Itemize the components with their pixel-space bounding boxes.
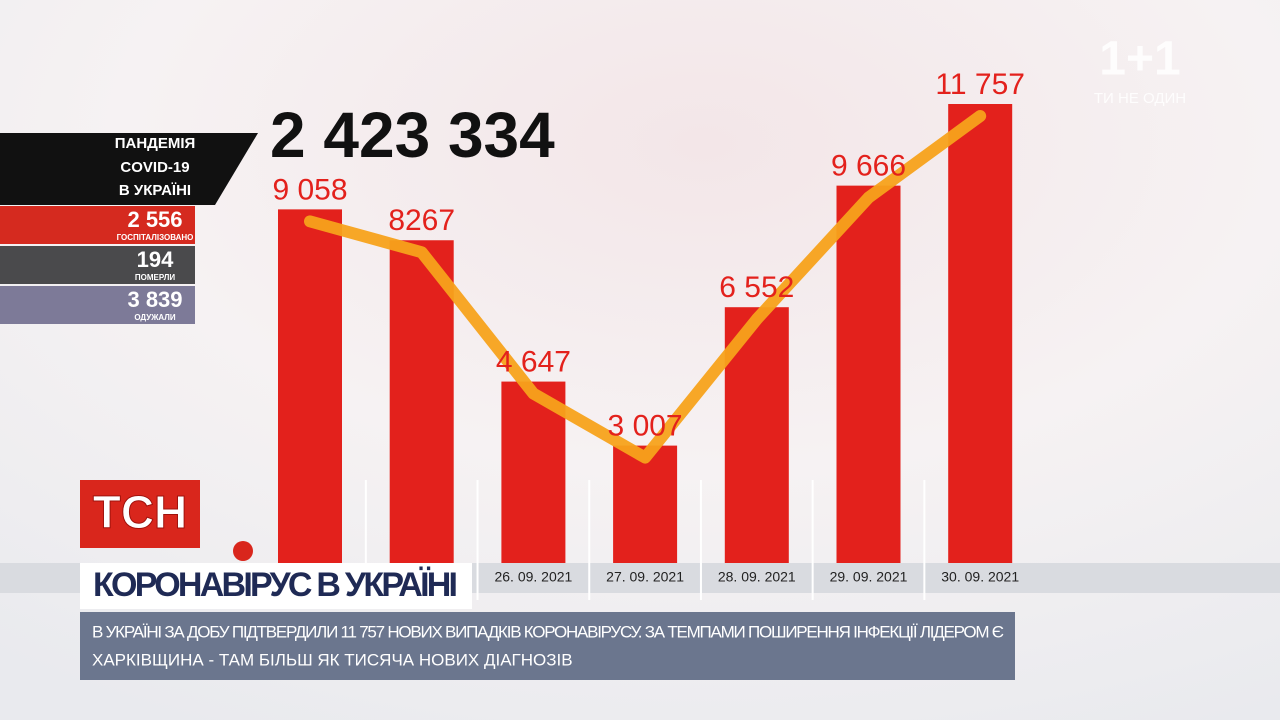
bar (836, 185, 901, 563)
value-label: 11 757 (935, 68, 1025, 101)
x-tick-label: 29. 09. 2021 (830, 569, 908, 585)
value-label: 9 058 (272, 173, 347, 206)
bar (278, 209, 342, 564)
panel-row (0, 206, 195, 244)
panel-value: 3 839 (127, 287, 182, 312)
panel-label: ГОСПІТАЛІЗОВАНО (117, 233, 194, 242)
panel-title-box (0, 133, 258, 205)
panel-label: ПОМЕРЛИ (135, 273, 175, 282)
panel-value: 194 (137, 247, 174, 272)
total-cases: 2 423 334 (270, 99, 555, 171)
bar (389, 240, 454, 564)
ticker-line: В УКРАЇНІ ЗА ДОБУ ПІДТВЕРДИЛИ 11 757 НОВ… (92, 622, 1004, 641)
channel-logo: 1+1 (1099, 33, 1180, 86)
channel-slogan: ТИ НЕ ОДИН (1094, 90, 1186, 107)
x-tick-label: 26. 09. 2021 (494, 569, 572, 585)
trend-line (304, 110, 987, 464)
ticker-box (80, 612, 1015, 680)
panel-row (0, 286, 195, 324)
value-label: 8267 (388, 204, 455, 237)
value-label: 6 552 (719, 271, 794, 304)
panel-row (0, 246, 195, 284)
bar (613, 445, 678, 563)
value-label: 9 666 (831, 150, 906, 183)
x-tick-label: 30. 09. 2021 (941, 569, 1019, 585)
x-tick-label: 28. 09. 2021 (718, 569, 796, 585)
bar (948, 104, 1013, 563)
panel-value: 2 556 (127, 207, 182, 232)
x-tick-label: 27. 09. 2021 (606, 569, 684, 585)
ticker-line: ХАРКІВЩИНА - ТАМ БІЛЬШ ЯК ТИСЯЧА НОВИХ Д… (92, 650, 573, 669)
virus-icon (233, 541, 253, 561)
panel-label: ОДУЖАЛИ (134, 313, 176, 322)
value-label: 4 647 (496, 346, 571, 379)
panel-title: COVID-19 (120, 159, 189, 176)
panel-title: В УКРАЇНІ (119, 182, 191, 199)
panel-title: ПАНДЕМІЯ (115, 135, 196, 152)
headline: КОРОНАВІРУС В УКРАЇНІ (93, 566, 458, 604)
brand-box (80, 480, 200, 548)
headline-box (80, 563, 472, 609)
brand-logo: ТСН (93, 486, 188, 538)
value-label: 3 007 (608, 410, 683, 443)
